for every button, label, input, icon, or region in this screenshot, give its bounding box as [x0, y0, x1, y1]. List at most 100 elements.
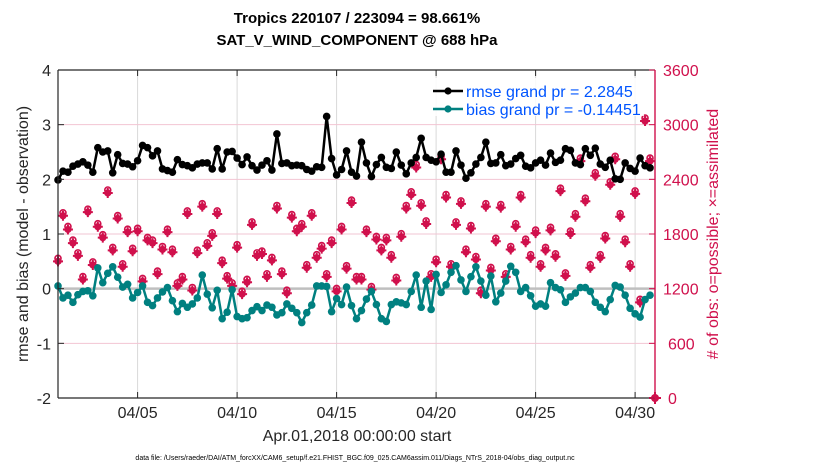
bias-point — [422, 277, 430, 285]
legend-bias-marker — [444, 105, 452, 113]
rmse-point — [636, 154, 644, 162]
obs-assimilated-cross — [585, 262, 596, 273]
obs-assimilated-marker — [197, 201, 208, 212]
rmse-point — [133, 156, 142, 165]
rmse-point — [581, 144, 590, 153]
bias-point — [511, 268, 520, 277]
obs-assimilated-cross — [276, 269, 287, 280]
obs-assimilated-marker — [451, 219, 461, 230]
rmse-point — [546, 149, 555, 157]
bias-point — [69, 298, 77, 307]
obs-assimilated-marker — [326, 238, 337, 249]
bias-point — [223, 308, 231, 316]
obs-assimilated-cross — [600, 233, 611, 244]
obs-assimilated-cross — [217, 258, 228, 269]
obs-assimilated-marker — [341, 263, 352, 274]
obs-assimilated-cross — [102, 188, 113, 198]
obs-assimilated-cross — [207, 230, 218, 241]
bias-point — [636, 313, 644, 321]
obs-assimilated-marker — [570, 211, 581, 222]
obs-assimilated-marker — [625, 261, 636, 272]
rmse-point — [153, 147, 162, 155]
obs-assimilated-marker — [376, 245, 387, 256]
obs-assimilated-cross — [620, 237, 631, 248]
obs-assimilated-cross — [545, 225, 556, 236]
rmse-point — [113, 150, 122, 159]
rmse-point — [432, 158, 440, 166]
bias-point — [506, 262, 515, 271]
obs-assimilated-cross — [72, 250, 83, 261]
rmse-point — [591, 144, 600, 152]
rmse-point — [317, 163, 326, 172]
rmse-point — [452, 147, 460, 155]
rmse-point — [621, 159, 629, 167]
obs-assimilated-cross — [391, 275, 402, 286]
obs-assimilated-marker — [62, 224, 73, 235]
obs-assimilated-cross — [341, 263, 352, 274]
rmse-point — [462, 174, 470, 183]
bias-point — [213, 286, 221, 295]
obs-assimilated-marker — [431, 257, 442, 268]
obs-assimilated-cross — [510, 221, 521, 232]
obs-assimilated-marker — [441, 192, 452, 203]
rmse-point — [482, 138, 490, 146]
obs-assimilated-marker — [177, 274, 188, 285]
bias-point — [571, 289, 580, 297]
obs-assimilated-marker — [455, 198, 466, 209]
rmse-point — [322, 112, 331, 121]
obs-assimilated-marker — [580, 196, 591, 207]
data-file-footnote: data file: /Users/raeder/DAI/ATM_forcXX/… — [135, 455, 575, 462]
obs-assimilated-cross — [480, 201, 491, 212]
obs-assimilated-marker — [122, 227, 133, 238]
obs-assimilated-marker — [356, 274, 367, 285]
obs-assimilated-marker — [281, 288, 292, 299]
bias-point — [352, 314, 361, 323]
rmse-point — [342, 147, 351, 155]
y-right-tick-label: 600 — [668, 336, 695, 353]
rmse-series — [54, 112, 654, 184]
rmse-point — [412, 153, 421, 162]
bias-point — [208, 304, 217, 312]
obs-assimilated-cross — [281, 288, 292, 299]
obs-assimilated-marker — [207, 230, 218, 241]
rmse-point — [268, 166, 276, 174]
bias-point — [64, 291, 72, 300]
obs-assimilated-marker — [72, 250, 83, 261]
y-right-tick-label: 2400 — [663, 172, 699, 189]
rmse-point — [586, 151, 595, 160]
bias-point — [427, 305, 435, 314]
obs-assimilated-marker — [605, 179, 616, 190]
rmse-point — [457, 161, 465, 169]
obs-assimilated-marker — [381, 235, 392, 246]
rmse-point — [377, 153, 386, 162]
legend-rmse-marker — [444, 87, 452, 95]
obs-assimilated-cross — [356, 274, 367, 285]
rmse-point — [367, 172, 376, 181]
obs-assimilated-marker — [545, 225, 556, 236]
obs-assimilated-cross — [540, 245, 551, 256]
x-tick-label: 04/05 — [118, 405, 158, 422]
rmse-point — [372, 160, 381, 169]
obs-assimilated-marker — [187, 285, 198, 296]
bias-point — [322, 282, 331, 291]
y-tick-label: 2 — [42, 172, 51, 189]
rmse-point — [477, 153, 485, 162]
obs-assimilated-cross — [152, 269, 163, 280]
rmse-point — [103, 147, 112, 155]
obs-assimilated-marker — [112, 213, 123, 224]
rmse-point — [646, 164, 654, 172]
obs-assimilated-marker — [266, 255, 277, 266]
bias-point — [188, 300, 197, 308]
rmse-point — [273, 130, 281, 138]
bias-point — [641, 295, 649, 304]
bias-point — [467, 272, 475, 281]
bias-point — [492, 297, 500, 306]
rmse-point — [173, 155, 182, 164]
bias-point — [591, 298, 600, 307]
obs-assimilated-cross — [520, 237, 531, 248]
obs-assimilated-cross — [625, 261, 636, 272]
obs-assimilated-marker — [286, 212, 297, 223]
obs-assimilated-cross — [421, 218, 432, 229]
rmse-point — [492, 159, 500, 167]
bias-point — [138, 282, 147, 290]
